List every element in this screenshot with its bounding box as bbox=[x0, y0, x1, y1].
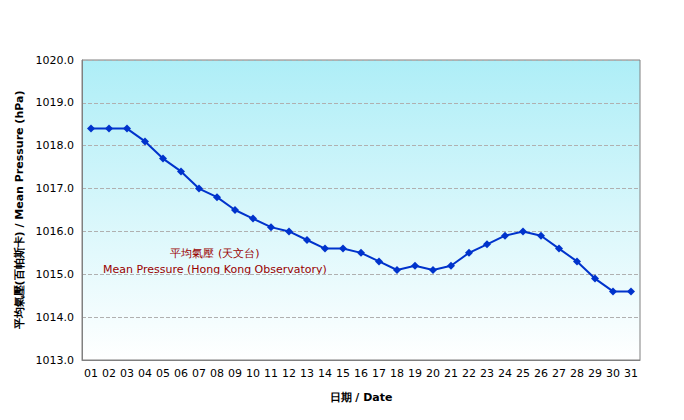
svg-text:24: 24 bbox=[498, 367, 512, 380]
svg-text:08: 08 bbox=[210, 367, 224, 380]
svg-text:17: 17 bbox=[372, 367, 386, 380]
svg-text:21: 21 bbox=[444, 367, 458, 380]
svg-text:1017.0: 1017.0 bbox=[36, 182, 75, 195]
svg-text:1013.0: 1013.0 bbox=[36, 354, 75, 367]
svg-text:28: 28 bbox=[570, 367, 584, 380]
svg-text:1015.0: 1015.0 bbox=[36, 268, 75, 281]
svg-text:29: 29 bbox=[588, 367, 602, 380]
svg-text:04: 04 bbox=[138, 367, 152, 380]
svg-text:05: 05 bbox=[156, 367, 170, 380]
svg-text:23: 23 bbox=[480, 367, 494, 380]
svg-text:20: 20 bbox=[426, 367, 440, 380]
svg-text:09: 09 bbox=[228, 367, 242, 380]
svg-text:日期 / Date: 日期 / Date bbox=[330, 391, 393, 404]
svg-text:1019.0: 1019.0 bbox=[36, 96, 75, 109]
svg-text:26: 26 bbox=[534, 367, 548, 380]
svg-text:02: 02 bbox=[102, 367, 116, 380]
svg-text:10: 10 bbox=[246, 367, 260, 380]
svg-text:27: 27 bbox=[552, 367, 566, 380]
svg-text:1014.0: 1014.0 bbox=[36, 311, 75, 324]
svg-text:25: 25 bbox=[516, 367, 530, 380]
svg-text:平均氣壓(百帕斯卡) / Mean Pressure (hP: 平均氣壓(百帕斯卡) / Mean Pressure (hPa) bbox=[13, 91, 26, 331]
svg-text:22: 22 bbox=[462, 367, 476, 380]
svg-text:31: 31 bbox=[624, 367, 638, 380]
svg-text:12: 12 bbox=[282, 367, 296, 380]
svg-text:1016.0: 1016.0 bbox=[36, 225, 75, 238]
svg-text:03: 03 bbox=[120, 367, 134, 380]
svg-text:Mean Pressure (Hong Kong Obser: Mean Pressure (Hong Kong Observatory) bbox=[103, 263, 327, 276]
svg-text:1020.0: 1020.0 bbox=[36, 54, 75, 67]
svg-text:平均氣壓 (天文台): 平均氣壓 (天文台) bbox=[170, 247, 259, 260]
svg-text:11: 11 bbox=[264, 367, 278, 380]
svg-text:1018.0: 1018.0 bbox=[36, 139, 75, 152]
svg-text:16: 16 bbox=[354, 367, 368, 380]
svg-text:06: 06 bbox=[174, 367, 188, 380]
svg-text:30: 30 bbox=[606, 367, 620, 380]
svg-text:01: 01 bbox=[84, 367, 98, 380]
svg-text:13: 13 bbox=[300, 367, 314, 380]
svg-text:07: 07 bbox=[192, 367, 206, 380]
svg-text:15: 15 bbox=[336, 367, 350, 380]
svg-text:18: 18 bbox=[390, 367, 404, 380]
svg-text:19: 19 bbox=[408, 367, 422, 380]
svg-text:14: 14 bbox=[318, 367, 332, 380]
